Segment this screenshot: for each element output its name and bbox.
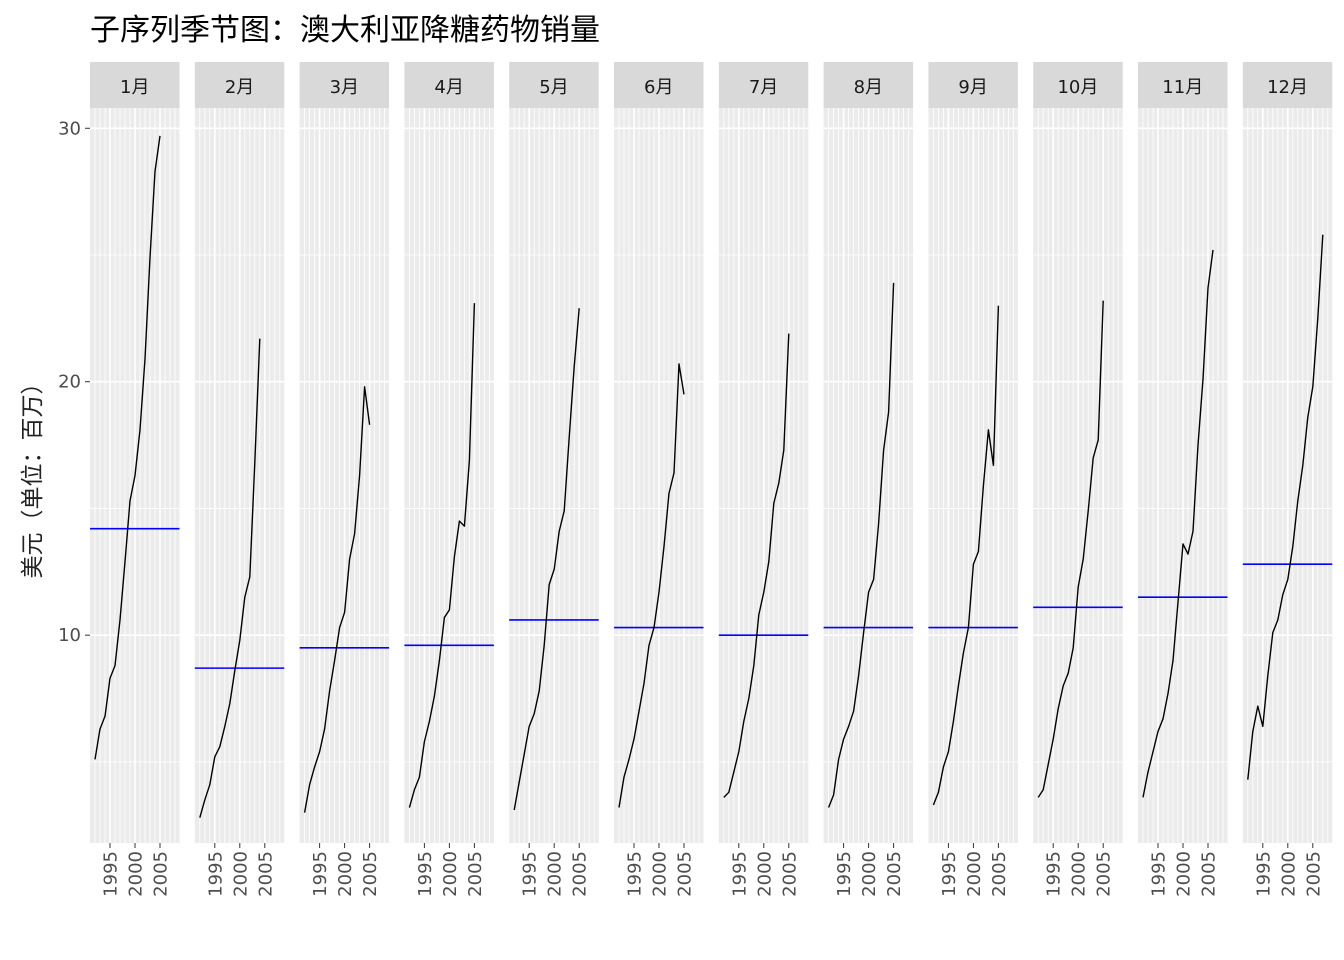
- facet-panel: 10月 1995 2000 2005: [1033, 62, 1123, 897]
- facet-panel: 9月 1995 2000 2005: [928, 62, 1018, 897]
- facet-strip: [509, 62, 599, 108]
- x-tick-label: 2005: [151, 851, 172, 897]
- series-line: [408, 303, 476, 808]
- x-tick-label: 2000: [230, 851, 251, 897]
- x-tick-label: 2000: [1069, 851, 1090, 897]
- facet-strip: [404, 62, 494, 108]
- y-axis: 10 20 30: [58, 118, 90, 646]
- x-tick-label: 2000: [1278, 851, 1299, 897]
- facet-panel: 12月 1995 2000 2005: [1242, 62, 1333, 897]
- x-tick-label: 2000: [545, 851, 566, 897]
- facet-panel: 7月 1995 2000 2005: [718, 62, 809, 897]
- facet-panel: 3月 1995 2000 2005: [299, 62, 390, 897]
- x-tick-label: 1995: [729, 851, 750, 897]
- facet-strip: [194, 62, 285, 108]
- x-tick-label: 2000: [650, 851, 671, 897]
- x-tick-label: 2000: [126, 851, 147, 897]
- facet-strip-label: 8月: [854, 77, 883, 98]
- facet-panel: 11月 1995 2000 2005: [1138, 62, 1228, 897]
- series-line: [513, 308, 580, 811]
- x-tick-label: 2000: [859, 851, 880, 897]
- x-tick-label: 1995: [310, 851, 331, 897]
- facet-strip: [299, 62, 390, 108]
- facet-strip-label: 2月: [225, 77, 254, 98]
- facet-strip: [823, 62, 914, 108]
- x-tick-label: 1995: [625, 851, 646, 897]
- series-line: [1037, 300, 1104, 798]
- facet-strip: [1033, 62, 1123, 108]
- x-tick-label: 2005: [465, 851, 486, 897]
- x-tick-label: 2000: [964, 851, 985, 897]
- series-line: [827, 282, 895, 808]
- facet-strip: [1138, 62, 1228, 108]
- x-tick-label: 2000: [1174, 851, 1195, 897]
- x-tick-label: 2005: [255, 851, 276, 897]
- x-tick-label: 2005: [1199, 851, 1220, 897]
- x-tick-label: 2000: [440, 851, 461, 897]
- series-line: [932, 305, 1000, 806]
- facet-strip-label: 4月: [434, 77, 463, 98]
- facet-strip-label: 11月: [1162, 77, 1203, 98]
- x-tick-label: 2005: [884, 851, 905, 897]
- y-tick-label: 20: [58, 372, 81, 393]
- y-tick-label: 30: [58, 118, 81, 139]
- facet-panel: 1月 1995 2000 2005: [90, 62, 180, 897]
- facet-panel: 5月 1995 2000 2005: [509, 62, 599, 897]
- facet-strip-label: 5月: [539, 77, 568, 98]
- chart-title: 子序列季节图：澳大利亚降糖药物销量: [90, 13, 600, 48]
- x-tick-label: 1995: [415, 851, 436, 897]
- facet-strip: [928, 62, 1018, 108]
- series-line: [618, 363, 685, 808]
- facet-strip-label: 12月: [1267, 77, 1308, 98]
- x-tick-label: 2000: [335, 851, 356, 897]
- facet-strip-label: 1月: [120, 77, 149, 98]
- x-tick-label: 2005: [360, 851, 381, 897]
- x-tick-label: 2005: [1094, 851, 1115, 897]
- x-tick-label: 2005: [989, 851, 1010, 897]
- x-tick-label: 2005: [1303, 851, 1324, 897]
- facet-panel: 8月 1995 2000 2005: [823, 62, 914, 897]
- series-line: [94, 135, 161, 760]
- x-tick-label: 1995: [520, 851, 541, 897]
- facet-strip-label: 6月: [644, 77, 673, 98]
- facet-strip: [1242, 62, 1333, 108]
- y-axis-label: 美元（单位：百万）: [20, 372, 46, 579]
- facet-strip-label: 3月: [330, 77, 359, 98]
- facet-strip-label: 7月: [749, 77, 778, 98]
- series-line: [303, 386, 371, 813]
- facet-strip-label: 10月: [1057, 77, 1098, 98]
- facet-panel: 4月 1995 2000 2005: [404, 62, 494, 897]
- facet-strip: [90, 62, 180, 108]
- x-tick-label: 2005: [570, 851, 591, 897]
- x-tick-label: 2005: [779, 851, 800, 897]
- x-tick-label: 1995: [1253, 851, 1274, 897]
- x-tick-label: 1995: [101, 851, 122, 897]
- x-tick-label: 2000: [754, 851, 775, 897]
- x-tick-label: 1995: [205, 851, 226, 897]
- x-tick-label: 1995: [1149, 851, 1170, 897]
- x-tick-label: 1995: [834, 851, 855, 897]
- series-line: [199, 338, 261, 818]
- facet-strip: [718, 62, 809, 108]
- facet-strip-label: 9月: [958, 77, 987, 98]
- x-tick-label: 1995: [1044, 851, 1065, 897]
- series-line: [1247, 234, 1324, 780]
- facet-panel: 6月 1995 2000 2005: [614, 62, 704, 897]
- facet-panel: 2月 1995 2000 2005: [194, 62, 285, 897]
- series-line: [723, 333, 790, 798]
- x-tick-label: 1995: [939, 851, 960, 897]
- facet-strip: [614, 62, 704, 108]
- series-line: [1142, 249, 1214, 798]
- y-tick-label: 10: [58, 625, 81, 646]
- x-tick-label: 2005: [675, 851, 696, 897]
